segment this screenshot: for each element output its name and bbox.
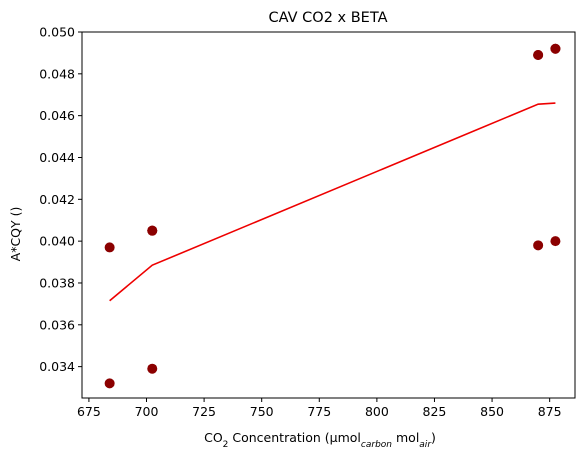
y-tick-label: 0.044 [39,150,75,165]
y-tick-label: 0.036 [39,317,75,332]
y-tick-label: 0.050 [39,25,75,40]
x-axis: 675 700 725 750 775 800 825 850 875 [77,398,562,419]
x-axis-label-sub1: carbon [361,440,392,450]
x-axis-label-prefix-sub: 2 [223,440,229,450]
x-axis-label: CO2 Concentration (µmolcarbon molair) [204,430,436,450]
y-axis-label: A*CQY () [8,207,23,262]
x-tick-label: 825 [423,404,447,419]
plot-frame [81,31,576,399]
y-tick-label: 0.040 [39,234,75,249]
data-point [533,240,544,251]
x-axis-label-sub2: air [419,440,432,450]
y-tick-label: 0.038 [39,275,75,290]
data-point [533,50,544,61]
series-layer [104,43,561,389]
x-tick-label: 800 [365,404,389,419]
x-axis-label-middle2: mol [392,430,419,445]
x-axis-label-prefix: CO [204,430,223,445]
data-point [550,43,561,54]
fit-line [109,102,556,302]
data-point [550,236,561,247]
x-tick-label: 875 [538,404,562,419]
x-tick-label: 725 [192,404,216,419]
data-point [104,378,115,389]
x-tick-label: 750 [250,404,274,419]
data-point [147,225,158,236]
y-tick-label: 0.042 [39,192,75,207]
x-axis-label-suffix: ) [431,430,436,445]
y-axis: 0.034 0.036 0.038 0.040 0.042 0.044 0.046 0.048… [39,25,82,374]
plot-area [81,31,576,399]
x-tick-label: 675 [77,404,101,419]
y-tick-label: 0.034 [39,359,75,374]
data-point [147,363,158,374]
data-point [104,242,115,253]
x-tick-label: 850 [480,404,504,419]
x-tick-label: 775 [307,404,331,419]
x-tick-label: 700 [135,404,159,419]
x-axis-label-middle: Concentration (µmol [228,430,361,445]
chart-title: CAV CO2 x BETA [269,10,388,26]
y-tick-label: 0.048 [39,66,75,81]
y-tick-label: 0.046 [39,108,75,123]
